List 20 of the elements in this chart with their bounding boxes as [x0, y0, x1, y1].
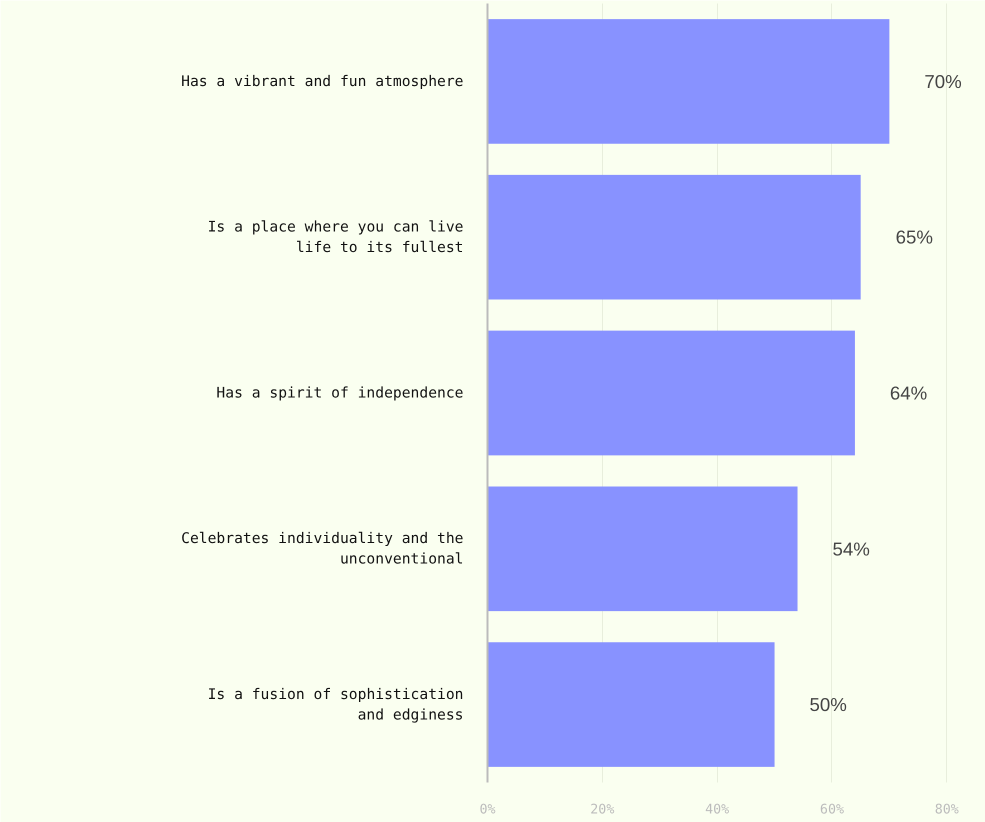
y-tick-label: Is a place where you can live life to its fullest [208, 218, 464, 256]
bar [488, 642, 775, 767]
x-tick-label: 20% [590, 802, 614, 818]
y-tick-label: Celebrates individuality and the unconventional [181, 530, 464, 568]
data-label: 54% [832, 538, 870, 560]
x-tick-label: 60% [820, 802, 844, 818]
bar [488, 330, 855, 456]
data-label: 70% [924, 70, 962, 92]
x-tick-label: 0% [479, 802, 496, 818]
y-tick-label: Has a vibrant and fun atmosphere [181, 72, 464, 90]
y-tick-label: Has a spirit of independence [216, 384, 464, 402]
x-tick-label: 80% [934, 802, 959, 818]
data-label: 64% [890, 382, 928, 404]
bar [488, 174, 861, 300]
x-tick-label: 40% [705, 802, 730, 818]
data-label: 65% [896, 226, 934, 248]
bar [488, 486, 798, 612]
data-label: 50% [810, 694, 847, 716]
y-tick-label: Is a fusion of sophistication and edginess [208, 686, 464, 724]
bar [488, 19, 890, 144]
